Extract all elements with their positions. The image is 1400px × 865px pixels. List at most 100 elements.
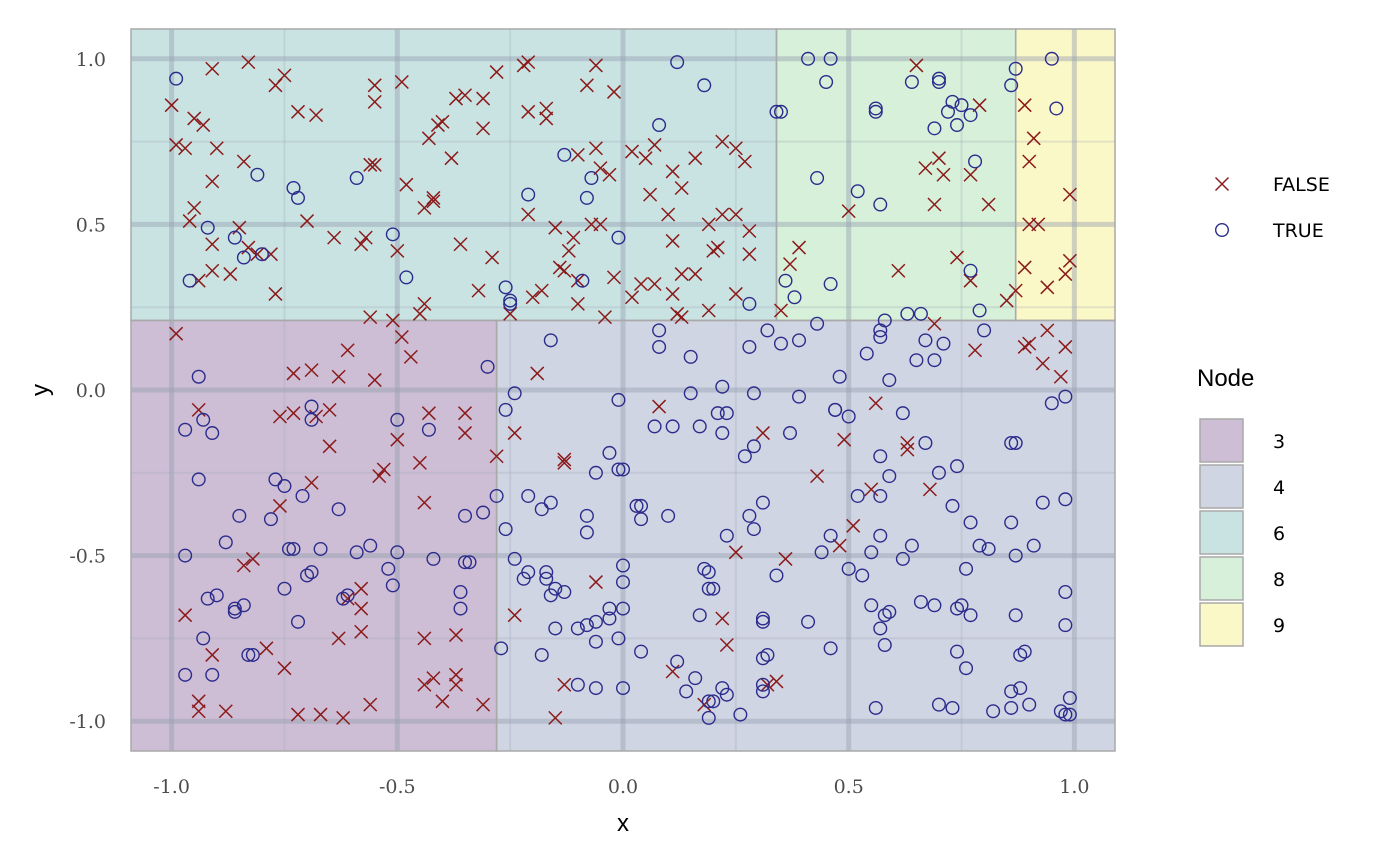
point-true bbox=[236, 598, 251, 613]
point-false bbox=[1026, 131, 1041, 146]
point-false bbox=[268, 286, 283, 301]
point-true bbox=[381, 561, 396, 576]
grid-lines bbox=[131, 29, 1115, 751]
legend-swatch-node-3 bbox=[1199, 418, 1244, 463]
point-true bbox=[882, 469, 897, 484]
point-true bbox=[178, 548, 193, 563]
point-true bbox=[205, 667, 220, 682]
point-false bbox=[390, 243, 405, 258]
point-true bbox=[986, 704, 1001, 719]
legend-swatch-node-4 bbox=[1199, 464, 1244, 509]
point-true bbox=[769, 568, 784, 583]
point-true bbox=[746, 522, 761, 537]
point-false bbox=[792, 240, 807, 255]
point-false bbox=[810, 469, 825, 484]
point-true bbox=[670, 55, 685, 70]
point-false bbox=[331, 369, 346, 384]
point-false bbox=[421, 131, 436, 146]
point-true bbox=[534, 647, 549, 662]
point-true bbox=[859, 346, 874, 361]
point-false bbox=[448, 667, 464, 682]
point-false bbox=[638, 151, 653, 166]
legend-label-node-4: 4 bbox=[1273, 477, 1285, 499]
point-true bbox=[349, 171, 364, 186]
point-false bbox=[566, 230, 581, 245]
point-true bbox=[340, 588, 355, 603]
point-false bbox=[652, 399, 667, 414]
point-true bbox=[286, 541, 301, 556]
point-true bbox=[710, 406, 725, 421]
y-tick-label: 0.5 bbox=[76, 214, 106, 236]
point-false bbox=[755, 426, 770, 441]
point-false bbox=[340, 343, 355, 358]
point-false bbox=[354, 624, 369, 639]
point-true bbox=[737, 449, 752, 464]
point-true bbox=[1017, 644, 1032, 659]
point-true bbox=[1058, 707, 1073, 722]
point-true bbox=[683, 386, 698, 401]
point-true bbox=[927, 121, 942, 136]
point-false bbox=[426, 671, 441, 686]
point-true bbox=[841, 409, 856, 424]
point-true bbox=[755, 495, 770, 510]
point-true bbox=[363, 538, 378, 553]
point-false bbox=[340, 591, 355, 606]
point-true bbox=[742, 508, 757, 523]
point-false bbox=[949, 250, 965, 265]
point-true bbox=[652, 118, 667, 133]
point-true bbox=[611, 462, 626, 477]
point-true bbox=[968, 154, 983, 169]
point-true bbox=[390, 412, 405, 427]
point-true bbox=[1062, 691, 1077, 706]
point-true bbox=[950, 118, 965, 133]
point-false bbox=[272, 409, 287, 424]
point-false bbox=[742, 247, 757, 262]
point-false bbox=[417, 296, 432, 311]
region-node-3 bbox=[131, 320, 497, 751]
point-false bbox=[968, 343, 983, 358]
point-true bbox=[692, 419, 707, 434]
point-true bbox=[792, 389, 807, 404]
point-true bbox=[742, 296, 757, 311]
point-true bbox=[480, 359, 495, 374]
point-true bbox=[250, 167, 265, 182]
point-true bbox=[1013, 647, 1028, 662]
point-false bbox=[832, 538, 847, 553]
point-false bbox=[918, 161, 933, 176]
point-false bbox=[728, 286, 743, 301]
point-false bbox=[557, 263, 572, 278]
point-false bbox=[290, 707, 306, 722]
point-true bbox=[516, 571, 531, 586]
point-true bbox=[787, 290, 802, 305]
point-true bbox=[227, 601, 242, 616]
point-true bbox=[755, 614, 770, 629]
point-true bbox=[539, 565, 554, 580]
point-false bbox=[187, 200, 202, 215]
point-false bbox=[1058, 267, 1073, 282]
point-true bbox=[1004, 515, 1019, 530]
point-true bbox=[534, 502, 549, 517]
point-false bbox=[665, 164, 680, 179]
point-false bbox=[394, 329, 409, 345]
point-true bbox=[773, 104, 788, 119]
point-true bbox=[936, 336, 951, 351]
point-false bbox=[259, 641, 274, 656]
node-regions bbox=[131, 29, 1115, 751]
point-true bbox=[742, 339, 757, 354]
point-false bbox=[593, 161, 608, 176]
point-false bbox=[548, 710, 563, 725]
point-false bbox=[521, 207, 536, 222]
point-true bbox=[931, 465, 946, 480]
point-true bbox=[688, 671, 703, 686]
point-false bbox=[769, 674, 784, 689]
point-true bbox=[281, 541, 296, 556]
point-true bbox=[521, 488, 536, 503]
point-false bbox=[931, 151, 946, 166]
point-false bbox=[354, 237, 369, 252]
region-node-9 bbox=[1015, 29, 1115, 321]
point-true bbox=[913, 594, 928, 609]
x-tick-label: -0.5 bbox=[379, 776, 416, 798]
point-true bbox=[895, 406, 910, 421]
point-true bbox=[733, 707, 748, 722]
